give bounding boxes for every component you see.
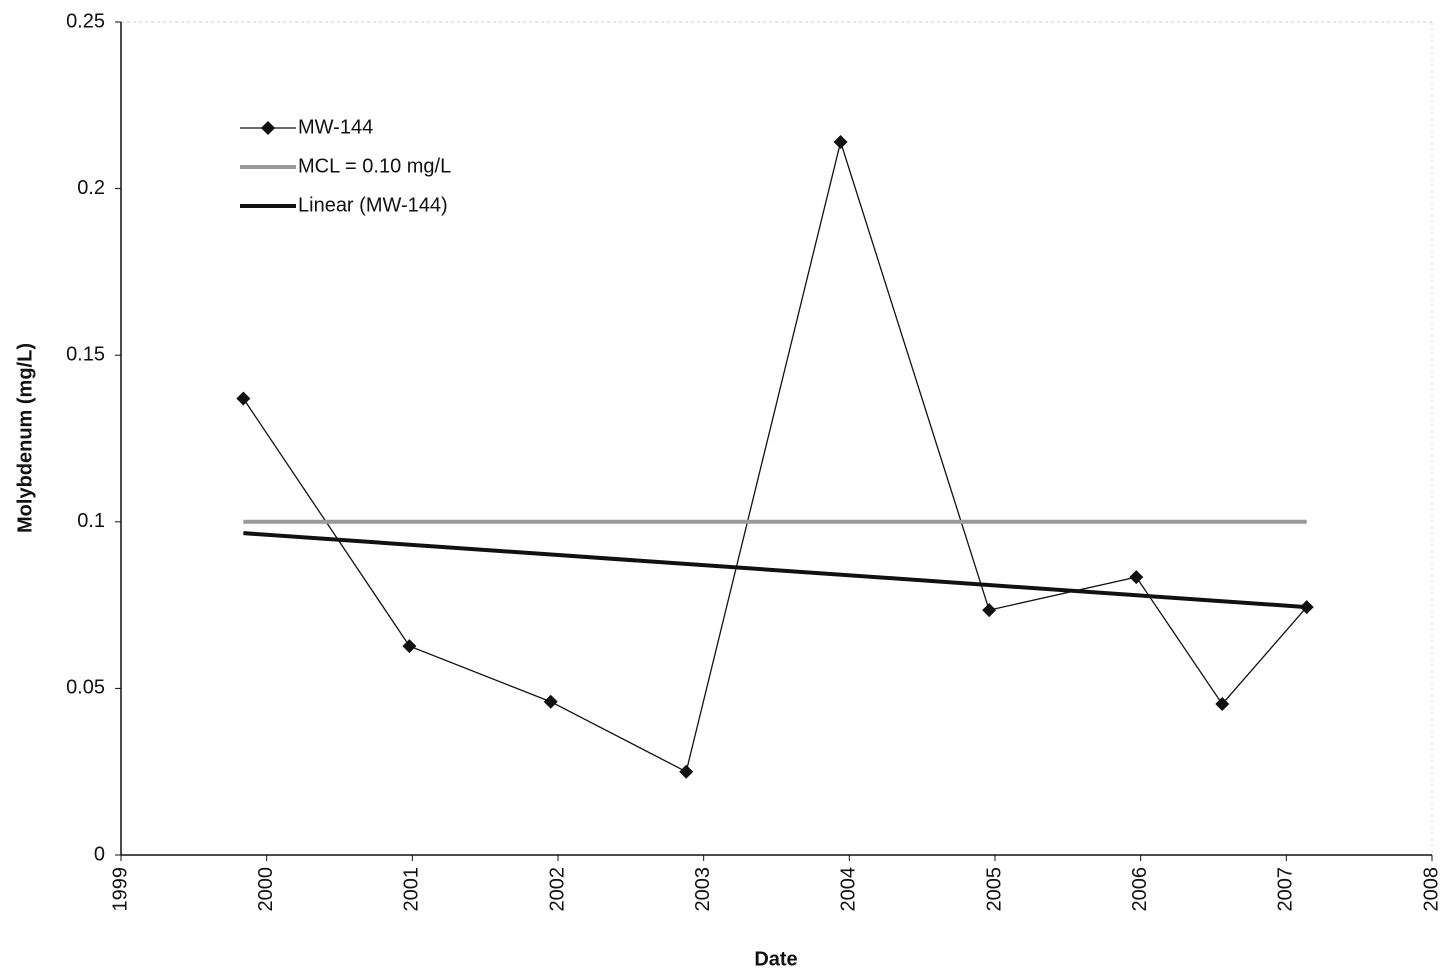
x-tick-label: 2002 <box>546 867 568 912</box>
y-tick-label: 0.1 <box>77 510 105 532</box>
x-tick-label: 2004 <box>838 867 860 912</box>
legend-label: MW-144 <box>298 116 373 138</box>
x-tick-label: 2003 <box>692 867 714 912</box>
x-tick-label: 2006 <box>1129 867 1151 912</box>
data-point <box>833 134 848 149</box>
data-point <box>236 391 251 406</box>
x-axis-title: Date <box>754 948 797 970</box>
series-line <box>242 139 1308 773</box>
x-tick-label: 2008 <box>1420 867 1442 912</box>
legend-label: MCL = 0.10 mg/L <box>298 155 451 177</box>
y-tick-label: 0.15 <box>66 343 105 365</box>
data-point <box>1215 697 1230 712</box>
x-tick-label: 2000 <box>255 867 277 912</box>
x-tick-label: 2001 <box>401 867 423 912</box>
legend-label: Linear (MW-144) <box>298 194 448 216</box>
legend-marker <box>261 121 275 135</box>
y-axis-title: Molybdenum (mg/L) <box>14 343 36 533</box>
y-tick-label: 0 <box>94 843 105 865</box>
y-tick-label: 0.2 <box>77 177 105 199</box>
data-point <box>402 639 417 654</box>
data-point <box>1129 570 1144 585</box>
x-tick-label: 2005 <box>983 867 1005 912</box>
series-line <box>243 531 1307 610</box>
data-point <box>543 694 558 709</box>
data-point <box>982 603 997 618</box>
y-tick-label: 0.25 <box>66 10 105 32</box>
x-tick-label: 1999 <box>109 867 131 912</box>
data-point <box>679 764 694 779</box>
y-tick-label: 0.05 <box>66 677 105 699</box>
x-tick-label: 2007 <box>1275 867 1297 912</box>
